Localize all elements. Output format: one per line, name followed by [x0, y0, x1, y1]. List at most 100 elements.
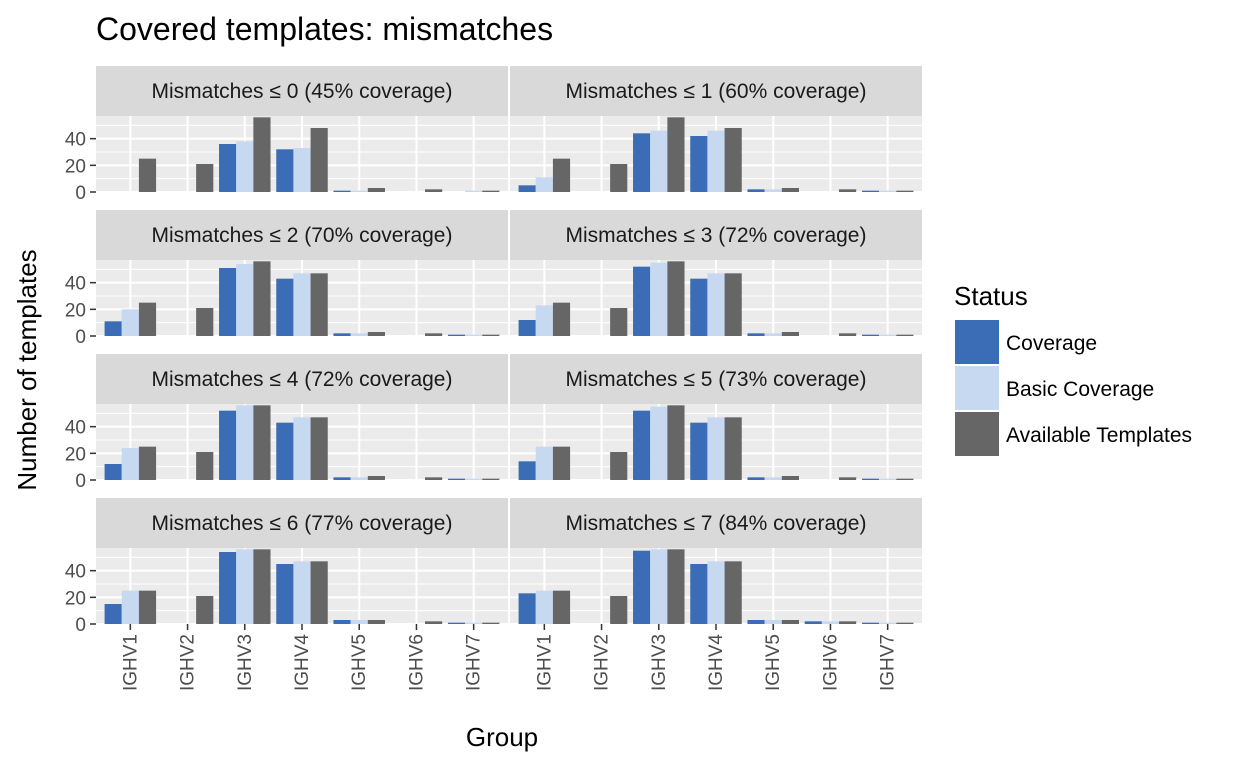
legend-label: Coverage [1006, 332, 1097, 355]
bar [724, 417, 742, 480]
x-tick-label: IGHV5 [349, 634, 370, 691]
bar [690, 278, 708, 336]
bar [447, 622, 466, 624]
bar [236, 264, 254, 336]
bar [219, 144, 237, 192]
bar [667, 549, 685, 624]
bar [747, 620, 765, 624]
bar [482, 334, 500, 336]
bar [879, 334, 897, 336]
bar [465, 622, 483, 624]
bar [465, 334, 483, 336]
bar [333, 620, 351, 624]
bar [724, 273, 742, 336]
bar [633, 266, 651, 336]
x-tick-label: IGHV6 [406, 634, 427, 691]
facet-panel: Mismatches ≤ 2 (70% coverage) [96, 210, 508, 337]
bar [518, 185, 536, 192]
x-tick-label: IGHV7 [878, 634, 899, 691]
legend-label: Basic Coverage [1006, 378, 1154, 401]
x-tick-label: IGHV4 [706, 634, 727, 691]
y-tick-label: 0 [75, 183, 86, 204]
y-tick-label: 40 [65, 274, 86, 295]
bar [465, 478, 483, 480]
bar [333, 333, 351, 336]
facet-panel: Mismatches ≤ 5 (73% coverage) [510, 354, 922, 481]
bar [310, 128, 328, 192]
bar [535, 446, 553, 480]
x-tick-label: IGHV5 [763, 634, 784, 691]
bar [236, 549, 254, 624]
facet-strip [96, 210, 508, 260]
facet-strip [96, 66, 508, 116]
facet-strip-label: Mismatches ≤ 7 (84% coverage) [566, 512, 867, 535]
facet-strip [96, 498, 508, 548]
bar [667, 405, 685, 480]
y-tick-label: 20 [65, 156, 86, 177]
y-tick-label: 40 [65, 562, 86, 583]
bar [896, 622, 914, 624]
facet-strip [510, 66, 922, 116]
bar [276, 149, 294, 192]
bar [821, 621, 840, 624]
bar [707, 561, 725, 624]
bar [879, 478, 897, 480]
bar [879, 190, 897, 192]
bar [425, 477, 443, 480]
bar [610, 452, 628, 480]
bar [518, 320, 536, 336]
bar [196, 596, 214, 624]
x-tick-label: IGHV2 [178, 634, 199, 691]
bar [535, 590, 553, 624]
bar [350, 190, 368, 192]
legend-item: Available Templates [955, 412, 1192, 456]
facet-strip-label: Mismatches ≤ 4 (72% coverage) [152, 368, 453, 391]
bar [747, 477, 765, 480]
legend-swatch [955, 412, 999, 456]
facet-strip [510, 498, 922, 548]
bar [104, 321, 122, 336]
bar [196, 164, 214, 192]
bar [138, 446, 157, 480]
bar [839, 621, 857, 624]
bar [610, 308, 628, 336]
facet-panel: Mismatches ≤ 6 (77% coverage) [96, 498, 508, 625]
facet-strip-label: Mismatches ≤ 3 (72% coverage) [566, 224, 867, 247]
bar [839, 333, 857, 336]
bar [764, 620, 782, 624]
bar [552, 302, 571, 336]
bar [747, 333, 765, 336]
y-tick-label: 0 [75, 327, 86, 348]
bar [196, 308, 214, 336]
bar [690, 136, 708, 192]
bar [552, 446, 571, 480]
bar [276, 422, 294, 480]
bar [764, 477, 782, 480]
bar [839, 477, 857, 480]
bar [552, 158, 571, 192]
bar [610, 596, 628, 624]
bar [253, 261, 271, 336]
y-tick-label: 0 [75, 615, 86, 636]
facet-panel: Mismatches ≤ 3 (72% coverage) [510, 210, 922, 337]
facet-strip-label: Mismatches ≤ 6 (77% coverage) [152, 512, 453, 535]
legend-swatch [955, 320, 999, 364]
bar [839, 189, 857, 192]
facet-strip [96, 354, 508, 404]
bar [293, 417, 311, 480]
bar [121, 309, 139, 336]
legend-label: Available Templates [1006, 424, 1192, 447]
facet-panel: Mismatches ≤ 0 (45% coverage) [96, 66, 508, 193]
facet-panel: Mismatches ≤ 1 (60% coverage) [510, 66, 922, 193]
bar [518, 461, 536, 480]
bar [861, 622, 880, 624]
bar [219, 552, 237, 624]
bar [236, 141, 254, 192]
x-tick-label: IGHV3 [649, 634, 670, 691]
bar [781, 332, 799, 336]
bar [367, 188, 385, 192]
bar [667, 117, 685, 192]
x-tick-label: IGHV6 [820, 634, 841, 691]
bar [138, 590, 157, 624]
bar [690, 564, 708, 624]
